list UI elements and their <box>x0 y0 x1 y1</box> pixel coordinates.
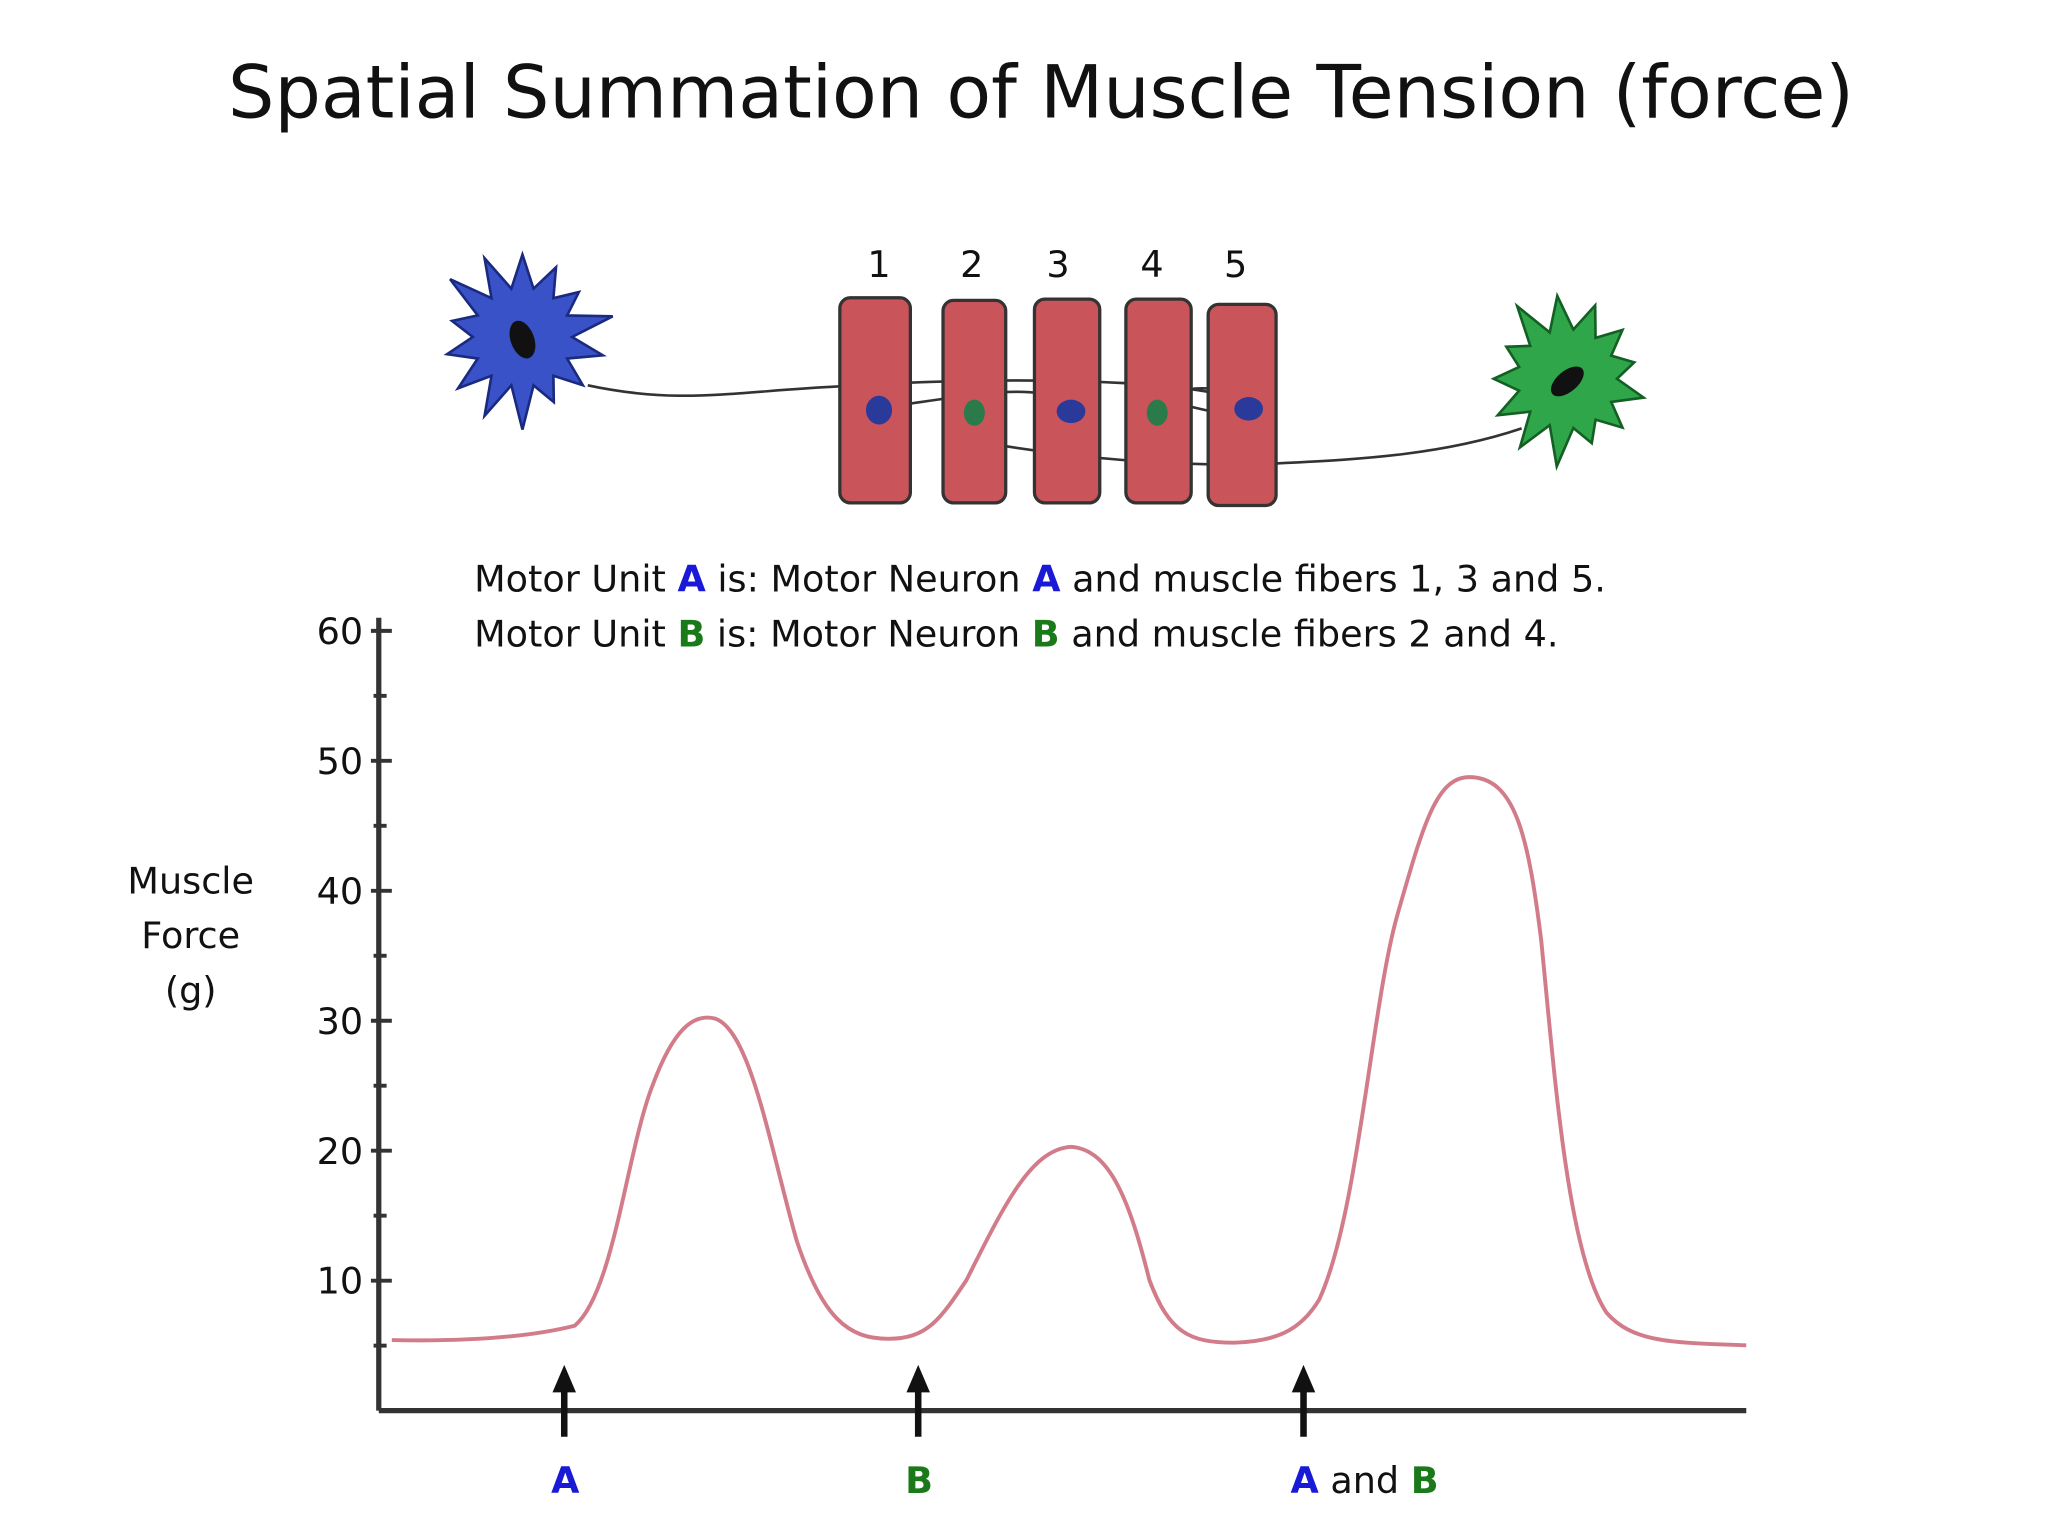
y-tick-label: 10 <box>317 1260 364 1303</box>
description-line: Motor Unit B is: Motor Neuron B and musc… <box>474 613 1558 656</box>
text-part: A <box>551 1459 580 1502</box>
endplate-b <box>963 399 985 426</box>
endplate-b <box>1146 399 1168 426</box>
y-tick-label: 60 <box>317 610 364 653</box>
arrow-head <box>1291 1364 1316 1393</box>
text-part: B <box>1411 1459 1439 1502</box>
y-tick-label: 20 <box>317 1130 364 1173</box>
y-tick-label: 40 <box>317 870 364 913</box>
fiber-label: 4 <box>1140 243 1163 286</box>
text-part: and muscle fibers 2 and 4. <box>1060 613 1559 656</box>
text-part: A <box>677 558 706 601</box>
text-part: and <box>1319 1459 1411 1502</box>
text-part: is: Motor Neuron <box>706 558 1032 601</box>
stimulus-label: B <box>905 1459 933 1502</box>
force-trace <box>391 775 1747 1348</box>
force-chart <box>378 775 1747 1414</box>
fiber-label: 2 <box>960 243 983 286</box>
nucleus <box>509 320 536 359</box>
endplate-a <box>1056 399 1086 424</box>
y-axis-label: Force <box>141 914 240 957</box>
arrow-head <box>906 1364 930 1393</box>
fiber-label: 5 <box>1224 243 1247 286</box>
endplate-a <box>1234 397 1264 421</box>
title: Spatial Summation of Muscle Tension (for… <box>228 51 1854 136</box>
y-axis-label: (g) <box>165 969 217 1012</box>
stimulus-label: A <box>551 1459 580 1502</box>
text-part: B <box>905 1459 933 1502</box>
fiber-label: 1 <box>867 243 890 286</box>
text-part: Motor Unit <box>474 613 677 656</box>
y-axis-label: Muscle <box>127 859 254 902</box>
fiber-label: 3 <box>1046 243 1069 286</box>
text-part: A <box>1290 1459 1319 1502</box>
text-part: B <box>1032 613 1060 656</box>
endplate-a <box>865 395 893 425</box>
nucleus <box>1550 366 1584 397</box>
motor-units-diagram <box>443 250 1648 508</box>
text-part: and muscle fibers 1, 3 and 5. <box>1061 558 1606 601</box>
text-part: A <box>1032 558 1061 601</box>
text-part: B <box>677 613 705 656</box>
text-part: is: Motor Neuron <box>705 613 1031 656</box>
description-line: Motor Unit A is: Motor Neuron A and musc… <box>474 558 1606 601</box>
stimulus-label: A and B <box>1290 1459 1438 1502</box>
y-tick-label: 50 <box>317 740 364 783</box>
arrow-head <box>552 1364 576 1393</box>
text-part: Motor Unit <box>474 558 677 601</box>
y-tick-label: 30 <box>317 1000 364 1043</box>
